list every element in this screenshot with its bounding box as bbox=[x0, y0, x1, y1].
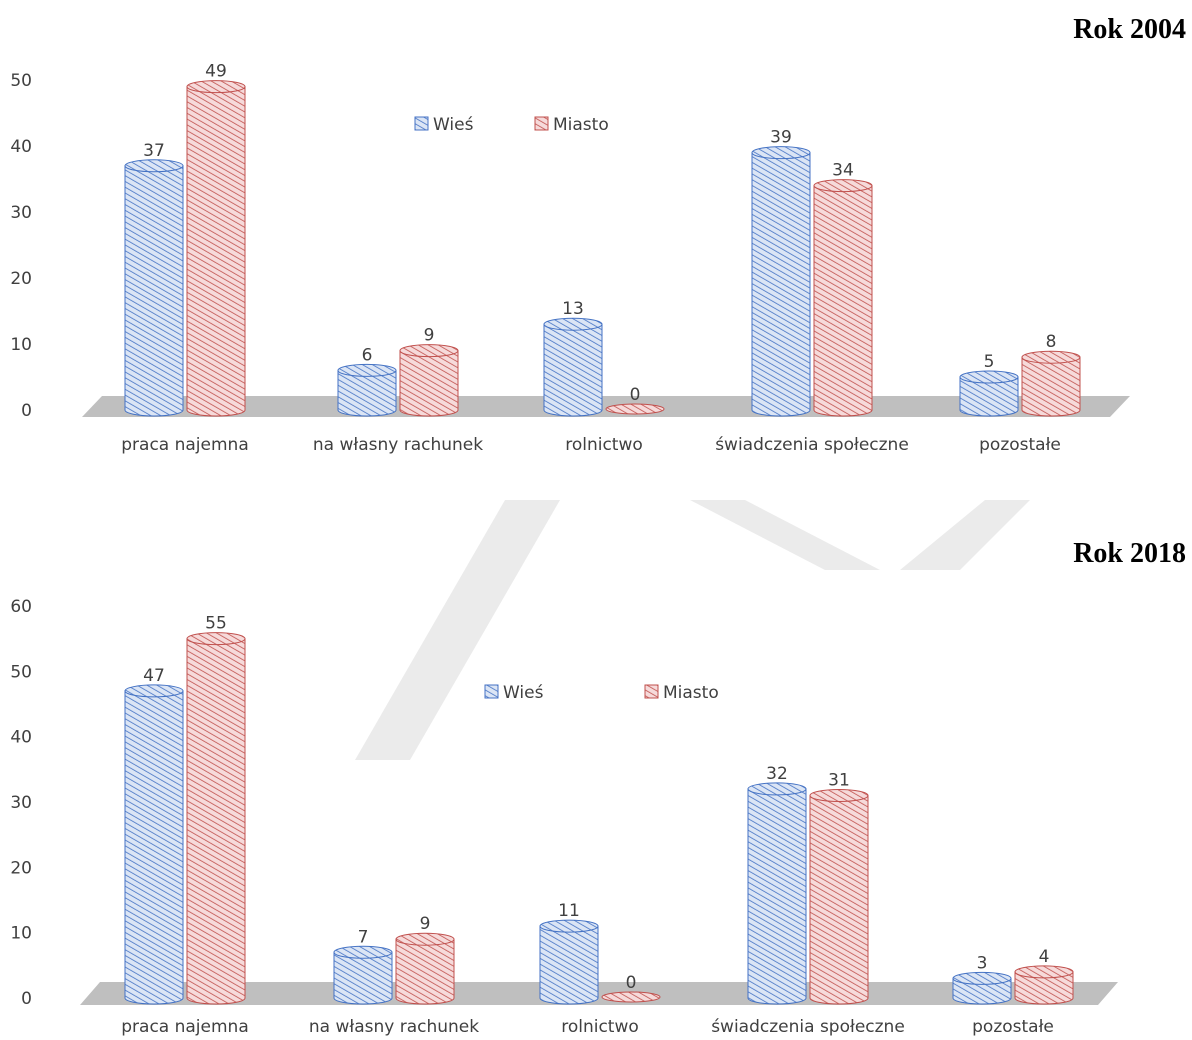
data-label: 7 bbox=[358, 927, 369, 947]
bar-miasto bbox=[395, 932, 455, 1005]
bar-miasto bbox=[186, 80, 246, 417]
y-tick-label: 0 bbox=[21, 401, 32, 421]
legend-label: Wieś bbox=[503, 683, 544, 703]
data-label: 55 bbox=[205, 614, 227, 634]
bar-wies bbox=[337, 363, 397, 417]
data-label: 49 bbox=[205, 62, 227, 82]
data-label: 0 bbox=[626, 973, 637, 993]
category-label: rolnictwo bbox=[561, 1017, 639, 1037]
data-label: 13 bbox=[562, 299, 584, 319]
category-label: praca najemna bbox=[121, 1017, 249, 1037]
data-label: 11 bbox=[558, 901, 580, 921]
data-label: 6 bbox=[362, 345, 373, 365]
legend-label: Miasto bbox=[553, 115, 609, 135]
data-label: 0 bbox=[630, 385, 641, 405]
data-label: 31 bbox=[828, 770, 850, 790]
category-label: praca najemna bbox=[121, 435, 249, 455]
bar-miasto bbox=[1021, 350, 1081, 417]
y-tick-label: 10 bbox=[10, 924, 32, 944]
y-tick-label: 30 bbox=[10, 793, 32, 813]
chart-title: Rok 2004 bbox=[1073, 14, 1186, 45]
category-label: na własny rachunek bbox=[309, 1017, 479, 1037]
legend-label: Wieś bbox=[433, 115, 474, 135]
bar-miasto bbox=[813, 179, 873, 417]
legend-swatch-wies bbox=[484, 684, 499, 699]
category-label: pozostałe bbox=[979, 435, 1061, 455]
y-tick-label: 0 bbox=[21, 989, 32, 1009]
bar-miasto bbox=[186, 632, 246, 1005]
bar-miasto bbox=[399, 344, 459, 417]
y-tick-label: 20 bbox=[10, 269, 32, 289]
data-label: 47 bbox=[143, 666, 165, 686]
legend-label: Miasto bbox=[663, 683, 719, 703]
category-label: świadczenia społeczne bbox=[711, 1017, 905, 1037]
bar-wies bbox=[952, 971, 1012, 1005]
bar-wies bbox=[124, 684, 184, 1005]
y-tick-label: 40 bbox=[10, 728, 32, 748]
data-label: 32 bbox=[766, 764, 788, 784]
data-label: 9 bbox=[424, 326, 435, 346]
bar-wies bbox=[747, 782, 807, 1005]
y-tick-label: 50 bbox=[10, 662, 32, 682]
legend-swatch-miasto bbox=[644, 684, 659, 699]
watermark-stroke bbox=[690, 500, 880, 570]
data-label: 3 bbox=[977, 953, 988, 973]
y-tick-label: 20 bbox=[10, 858, 32, 878]
y-tick-label: 30 bbox=[10, 203, 32, 223]
watermark-stroke bbox=[355, 500, 560, 760]
category-label: na własny rachunek bbox=[313, 435, 483, 455]
watermark-stroke bbox=[900, 500, 1030, 570]
bar-miasto bbox=[809, 788, 869, 1005]
category-label: pozostałe bbox=[972, 1017, 1054, 1037]
bar-wies bbox=[751, 146, 811, 417]
data-label: 9 bbox=[420, 914, 431, 934]
data-label: 34 bbox=[832, 161, 854, 181]
bar-wies bbox=[543, 317, 603, 417]
bar-wies bbox=[333, 945, 393, 1005]
y-tick-label: 10 bbox=[10, 335, 32, 355]
data-label: 8 bbox=[1046, 332, 1057, 352]
legend-swatch-miasto bbox=[534, 116, 549, 131]
data-label: 37 bbox=[143, 141, 165, 161]
bar-miasto bbox=[1014, 965, 1074, 1005]
y-tick-label: 60 bbox=[10, 597, 32, 617]
y-tick-label: 40 bbox=[10, 137, 32, 157]
bar-miasto bbox=[605, 403, 665, 415]
y-tick-label: 50 bbox=[10, 71, 32, 91]
chart-2018: Rok 2018 0 10 20 30 40 50 60 47 55 praca najemna 7… bbox=[0, 520, 1192, 1040]
bar-wies bbox=[959, 370, 1019, 417]
chart-2004: Rok 2004 0 10 20 30 40 50 37 49 praca najemna 6 9 n… bbox=[0, 0, 1192, 470]
category-label: rolnictwo bbox=[565, 435, 643, 455]
data-label: 4 bbox=[1039, 947, 1050, 967]
chart-title: Rok 2018 bbox=[1073, 538, 1186, 569]
bar-wies bbox=[124, 159, 184, 417]
category-label: świadczenia społeczne bbox=[715, 435, 909, 455]
legend-swatch-wies bbox=[414, 116, 429, 131]
bar-miasto bbox=[601, 991, 661, 1003]
data-label: 5 bbox=[984, 352, 995, 372]
data-label: 39 bbox=[770, 128, 792, 148]
bar-wies bbox=[539, 919, 599, 1005]
